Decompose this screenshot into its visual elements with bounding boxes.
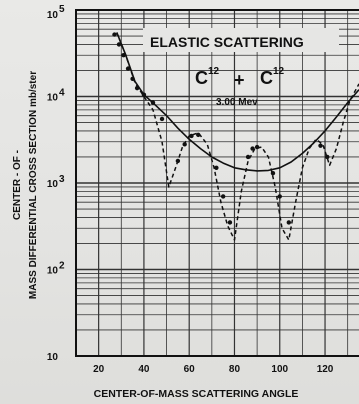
data-point [250, 146, 255, 151]
x-tick-label: 60 [184, 364, 196, 375]
data-point [227, 220, 233, 225]
data-point [141, 92, 147, 97]
data-point [196, 132, 201, 138]
y-tick-label: 10 [47, 266, 59, 277]
reaction-plus: + [234, 70, 245, 90]
x-tick-labels: 20 40 60 80 100 120 [93, 364, 334, 375]
reaction-left-sup: 12 [208, 66, 220, 77]
y-axis-label-line2: MASS DIFFERENTIAL CROSS SECTION mb/ster [28, 71, 39, 299]
data-point [150, 100, 156, 105]
title-block: ELASTIC SCATTERING C 12 + C 12 3.00 Mev [143, 28, 339, 108]
y-tick-exponent: 5 [59, 4, 65, 15]
y-tick-label: 10 [47, 10, 59, 21]
data-point [182, 142, 187, 147]
energy-label: 3.00 Mev [216, 97, 258, 108]
x-tick-label: 100 [271, 364, 288, 375]
x-tick-label: 80 [229, 364, 241, 375]
y-tick-label: 10 [47, 352, 59, 363]
plot-frame [75, 9, 359, 357]
series-dashed-curve [116, 32, 359, 241]
data-point [134, 85, 140, 91]
y-tick-label: 10 [47, 93, 59, 104]
y-tick-exponent: 3 [59, 174, 65, 185]
data-point [270, 170, 276, 176]
x-axis-label: CENTER-OF-MASS SCATTERING ANGLE [94, 388, 299, 400]
data-point [116, 42, 122, 47]
x-tick-label: 40 [138, 364, 150, 375]
x-tick-label: 120 [317, 364, 334, 375]
y-axis-label-line1: CENTER - OF - [12, 150, 23, 220]
reaction-right: C [260, 68, 273, 88]
data-point [189, 133, 194, 139]
data-point [125, 66, 131, 71]
chart-title: ELASTIC SCATTERING [150, 34, 304, 50]
reaction-left: C [195, 68, 208, 88]
y-tick-exponent: 2 [59, 261, 65, 272]
reaction-right-sup: 12 [273, 66, 285, 77]
data-point [286, 220, 292, 225]
data-point [214, 165, 219, 170]
data-point [112, 32, 117, 37]
data-point [325, 154, 330, 160]
data-point [245, 154, 251, 160]
title-box [143, 28, 339, 52]
data-point [175, 158, 181, 164]
y-tick-exponent: 4 [59, 88, 65, 99]
data-point [121, 53, 126, 58]
data-point [318, 143, 323, 148]
data-point [130, 76, 135, 82]
data-point [277, 194, 282, 199]
x-tick-label: 20 [93, 364, 105, 375]
data-point [220, 194, 226, 199]
y-tick-label: 10 [47, 179, 59, 190]
data-point [159, 116, 165, 122]
series-layer [112, 32, 359, 241]
plot-grid [76, 10, 359, 357]
data-point [254, 144, 260, 150]
